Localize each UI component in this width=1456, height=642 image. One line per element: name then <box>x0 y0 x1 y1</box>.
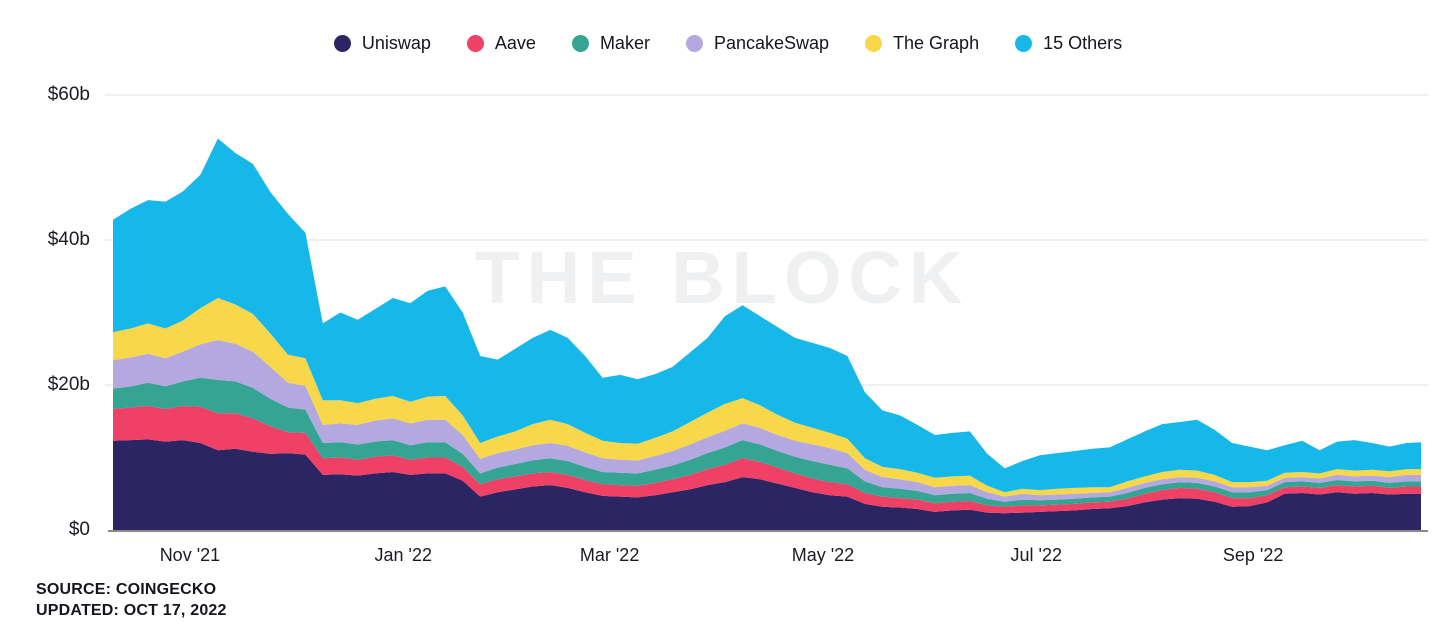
area-the-graph <box>113 298 1421 497</box>
legend-label: Maker <box>599 33 650 53</box>
area-15-others <box>113 138 1421 493</box>
x-tick-label-mar22: Mar '22 <box>579 545 640 565</box>
legend-label: Uniswap <box>361 33 431 53</box>
legend-dot-icon <box>685 35 703 52</box>
legend-item-pancakeswap: PancakeSwap <box>685 33 830 54</box>
source-label: SOURCE: COINGECKO <box>36 581 217 598</box>
x-tick-label-jan22: Jan '22 <box>374 545 433 565</box>
updated-label: UPDATED: OCT 17, 2022 <box>36 602 227 619</box>
legend-item-15-others: 15 Others <box>1015 33 1122 54</box>
area-pancakeswap <box>113 340 1421 502</box>
legend-dot-icon <box>466 35 484 52</box>
legend-item-maker: Maker <box>571 33 650 54</box>
y-tick-label-20b: $20b <box>47 374 90 395</box>
area-uniswap <box>113 439 1421 530</box>
y-tick-label-60b: $60b <box>47 84 90 105</box>
legend-dot-icon <box>571 35 589 52</box>
x-tick-label-nov21: Nov '21 <box>159 545 221 565</box>
legend-item-aave: Aave <box>466 33 536 54</box>
legend-dot-icon <box>865 35 883 52</box>
watermark: THE BLOCK <box>475 236 970 319</box>
x-tick-label-jul22: Jul '22 <box>1010 545 1063 565</box>
x-tick-label-may22: May '22 <box>791 545 855 565</box>
legend-item-the-graph: The Graph <box>865 33 979 54</box>
legend-label: Aave <box>494 33 536 53</box>
legend-label: 15 Others <box>1043 33 1123 53</box>
y-tick-label-40b: $40b <box>47 229 90 250</box>
legend-dot-icon <box>333 35 351 52</box>
legend-item-uniswap: Uniswap <box>333 33 431 54</box>
y-tick-label-0: $0 <box>68 519 90 540</box>
source-block: SOURCE: COINGECKO UPDATED: OCT 17, 2022 <box>36 579 227 621</box>
area-aave <box>113 406 1421 514</box>
area-maker <box>113 377 1421 507</box>
legend-label: The Graph <box>893 33 980 53</box>
legend-label: PancakeSwap <box>713 33 830 53</box>
x-tick-label-sep22: Sep '22 <box>1222 545 1284 565</box>
chart-legend: Uniswap Aave Maker PancakeSwap The Graph 15 O… <box>0 33 1456 54</box>
legend-dot-icon <box>1015 35 1033 52</box>
